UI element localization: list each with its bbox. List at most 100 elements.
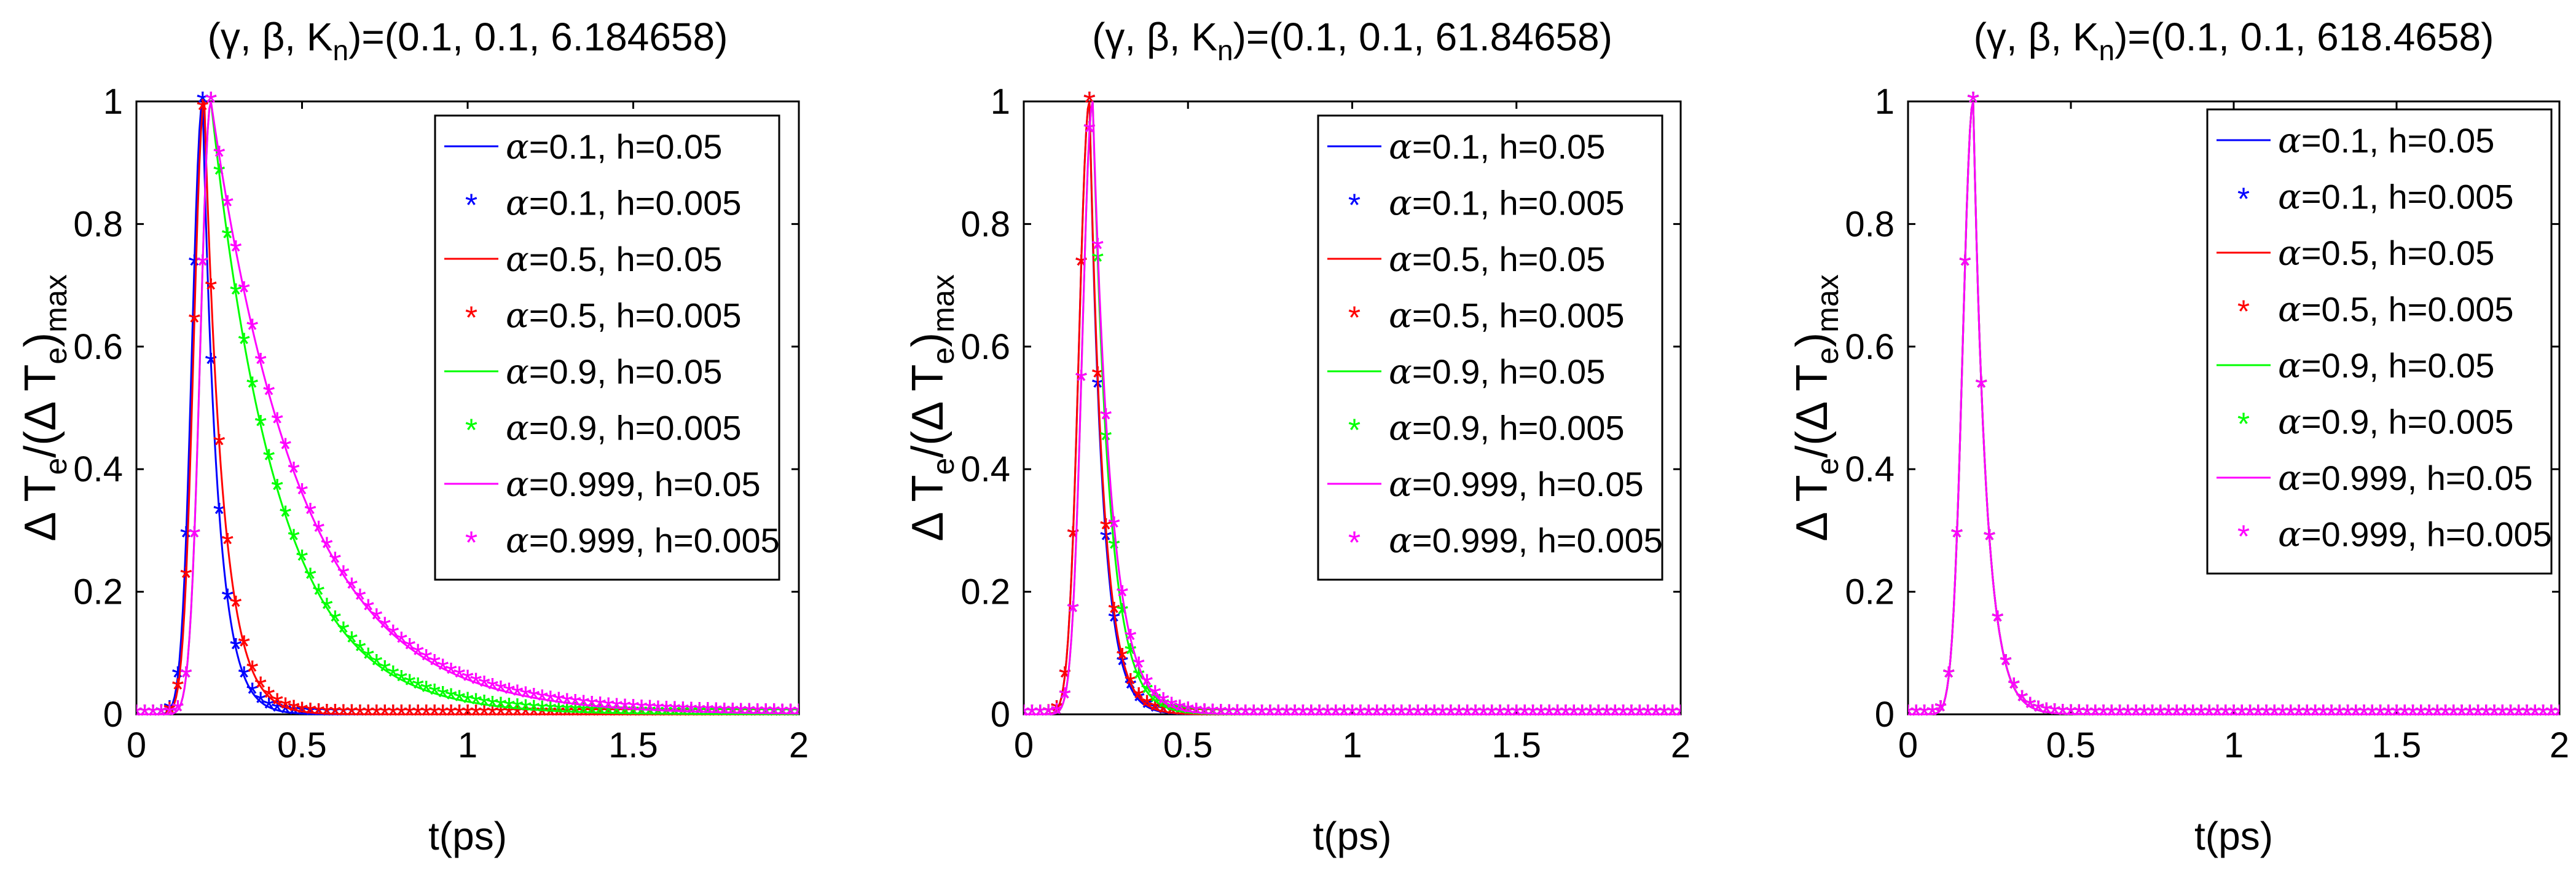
- data-point: *: [2268, 698, 2280, 734]
- data-point: *: [1239, 698, 1252, 734]
- data-point: *: [2146, 698, 2158, 734]
- data-point: *: [1502, 698, 1514, 734]
- data-point: *: [2211, 698, 2223, 734]
- data-point: *: [1461, 698, 1473, 734]
- data-point: *: [2097, 698, 2110, 734]
- data-point: *: [130, 698, 143, 734]
- data-point: *: [2488, 698, 2500, 734]
- data-point: *: [288, 456, 300, 491]
- data-point: *: [2488, 698, 2500, 734]
- data-point: *: [1149, 685, 1161, 720]
- data-point: *: [1026, 698, 1038, 734]
- data-point: *: [1034, 698, 1046, 734]
- legend-marker-swatch: *: [1348, 413, 1361, 449]
- data-point: *: [1902, 698, 1914, 734]
- data-point: *: [279, 499, 291, 535]
- data-point: *: [1510, 698, 1523, 734]
- data-point: *: [1641, 698, 1654, 734]
- data-point: *: [1149, 679, 1161, 714]
- data-point: *: [262, 681, 275, 716]
- data-point: *: [503, 692, 515, 727]
- data-point: *: [486, 698, 498, 734]
- data-point: *: [635, 693, 648, 729]
- data-point: *: [1255, 698, 1268, 734]
- data-point: *: [1453, 698, 1465, 734]
- data-point: *: [1174, 693, 1186, 729]
- data-point: *: [1633, 698, 1646, 734]
- data-point: *: [718, 696, 731, 732]
- data-point: *: [2545, 698, 2558, 734]
- data-point: *: [188, 248, 200, 284]
- data-point: *: [2089, 698, 2102, 734]
- data-point: *: [2178, 698, 2191, 734]
- data-point: *: [1412, 698, 1424, 734]
- legend-box: [434, 114, 780, 581]
- data-point: *: [2122, 698, 2134, 734]
- legend-marker-swatch: *: [1348, 301, 1361, 336]
- legend-label: α=0.1, h=0.05: [2278, 121, 2494, 161]
- data-point: *: [2260, 698, 2272, 734]
- data-point: *: [1641, 698, 1654, 734]
- data-point: *: [2545, 698, 2558, 734]
- data-point: *: [2366, 698, 2378, 734]
- data-point: *: [677, 695, 689, 731]
- data-point: *: [2285, 698, 2297, 734]
- data-point: *: [2228, 698, 2240, 734]
- data-point: *: [1469, 698, 1482, 734]
- data-point: *: [213, 497, 226, 532]
- data-point: *: [271, 473, 283, 508]
- data-point: *: [1125, 637, 1137, 673]
- data-point: *: [1215, 698, 1227, 734]
- data-point: *: [279, 691, 291, 727]
- data-point: *: [1486, 698, 1498, 734]
- data-point: *: [420, 643, 433, 679]
- data-point: *: [1428, 698, 1440, 734]
- data-point: *: [2252, 698, 2264, 734]
- legend-label: α=0.9, h=0.05: [2278, 346, 2494, 386]
- data-point: *: [1650, 698, 1662, 734]
- data-point: *: [1592, 698, 1604, 734]
- data-point: *: [2170, 698, 2183, 734]
- data-point: *: [1625, 698, 1638, 734]
- data-point: *: [528, 693, 540, 729]
- data-point: *: [1083, 115, 1096, 151]
- legend-label: α=0.999, h=0.05: [2278, 459, 2533, 499]
- data-point: *: [1330, 698, 1342, 734]
- data-point: *: [685, 695, 697, 731]
- legend-label: α=0.5, h=0.005: [2278, 290, 2513, 330]
- data-point: *: [2325, 698, 2338, 734]
- data-point: *: [1592, 698, 1604, 734]
- data-point: *: [345, 698, 358, 734]
- data-point: *: [2203, 698, 2215, 734]
- data-point: *: [1675, 698, 1687, 734]
- data-point: *: [1387, 698, 1399, 734]
- data-point: *: [1428, 698, 1440, 734]
- data-point: *: [1239, 698, 1252, 734]
- data-point: *: [1967, 85, 1979, 121]
- data-point: *: [1050, 696, 1062, 732]
- data-point: *: [2154, 698, 2167, 734]
- data-point: *: [404, 668, 416, 703]
- data-point: *: [362, 593, 374, 628]
- data-point: *: [2081, 698, 2093, 734]
- data-point: *: [420, 674, 433, 710]
- data-point: *: [2456, 698, 2468, 734]
- data-point: *: [1910, 698, 1922, 734]
- data-point: *: [2513, 698, 2525, 734]
- data-point: *: [726, 696, 739, 732]
- legend-label: α=0.9, h=0.05: [506, 352, 722, 392]
- data-point: *: [1477, 698, 1490, 734]
- data-point: *: [1026, 698, 1038, 734]
- data-point: *: [2553, 698, 2566, 734]
- data-point: *: [627, 697, 639, 733]
- data-point: *: [1461, 698, 1473, 734]
- data-point: *: [1026, 698, 1038, 734]
- data-point: *: [246, 655, 259, 690]
- data-point: *: [1942, 660, 1955, 696]
- x-tick-label: 1: [1342, 725, 1362, 765]
- data-point: *: [528, 682, 540, 717]
- data-point: *: [528, 698, 540, 734]
- data-point: *: [2472, 698, 2484, 734]
- data-point: *: [1576, 698, 1588, 734]
- data-point: *: [1100, 523, 1112, 558]
